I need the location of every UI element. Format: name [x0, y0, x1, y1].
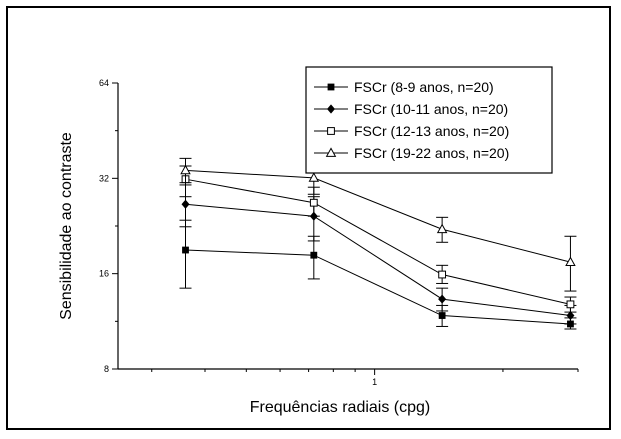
y-tick-label: 32	[99, 173, 109, 183]
series-3	[179, 165, 577, 313]
data-point	[438, 294, 447, 304]
legend-label: FSCr (10-11 anos, n=20)	[354, 101, 508, 117]
y-tick-label: 64	[99, 78, 109, 88]
series-line	[185, 249, 571, 325]
data-point	[436, 223, 448, 234]
chart-axes: 8 16 32 64 1	[99, 78, 579, 387]
x-tick-label: 1	[372, 377, 377, 387]
data-point	[310, 251, 318, 259]
data-point	[181, 199, 190, 209]
legend-label: FSCr (19-22 anos, n=20)	[354, 145, 509, 161]
data-point	[438, 312, 446, 319]
series-layer	[179, 157, 577, 330]
data-point	[309, 198, 318, 207]
data-point	[565, 256, 576, 267]
data-point	[566, 310, 575, 321]
data-point	[308, 172, 320, 182]
legend-label: FSCr (8-9 anos, n=20)	[354, 79, 494, 95]
data-point	[438, 270, 447, 279]
legend-marker	[327, 83, 335, 91]
legend-marker	[325, 147, 337, 157]
data-point	[180, 164, 191, 175]
y-tick-label: 16	[99, 269, 109, 279]
data-point	[182, 246, 189, 254]
legend-marker	[327, 127, 335, 135]
y-tick-label: 8	[104, 364, 109, 374]
series-line	[185, 203, 571, 317]
x-axis-label: Frequências radiais (cpg)	[250, 399, 431, 416]
legend-item-3: FSCr (12-13 anos, n=20)	[314, 123, 509, 139]
legend: FSCr (8-9 anos, n=20) FSCr (10-11 anos, n…	[305, 66, 553, 174]
series-1	[179, 219, 577, 330]
series-line	[185, 178, 571, 305]
legend-label: FSCr (12-13 anos, n=20)	[354, 123, 509, 139]
legend-marker	[327, 104, 335, 114]
legend-item-2: FSCr (10-11 anos, n=20)	[314, 101, 508, 117]
data-point	[566, 300, 575, 309]
legend-box	[305, 66, 553, 174]
series-4	[179, 157, 577, 292]
y-axis-label: Sensibilidade ao contraste	[58, 132, 75, 320]
legend-item-1: FSCr (8-9 anos, n=20)	[314, 79, 494, 95]
legend-item-4: FSCr (19-22 anos, n=20)	[314, 145, 509, 161]
series-line	[185, 169, 571, 263]
